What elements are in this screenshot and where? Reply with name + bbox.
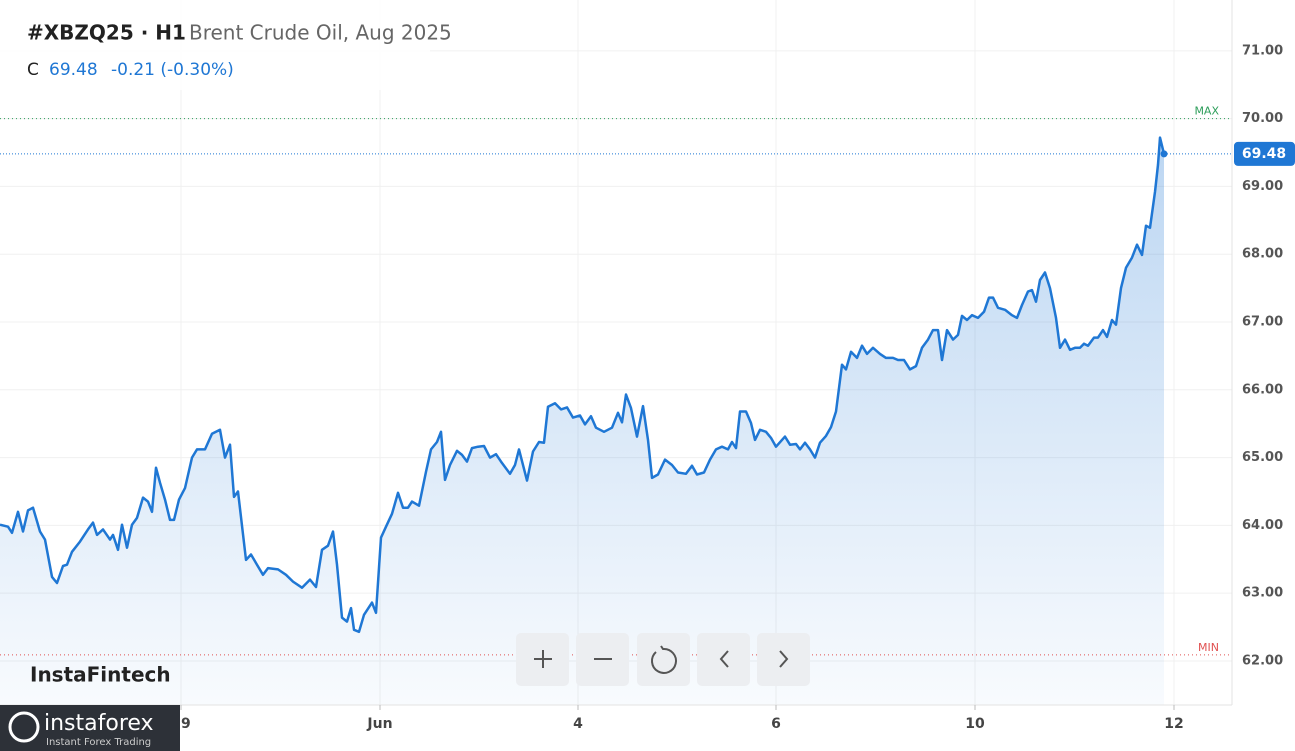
axes: 62.00 63.00 64.00 65.00 66.00 67.00 68.00 69.00… bbox=[171, 43, 1295, 732]
logo-tagline: Instant Forex Trading bbox=[46, 737, 151, 748]
min-label: MIN bbox=[1198, 641, 1219, 654]
price-badge bbox=[1234, 141, 1295, 166]
close-price: 69.48 bbox=[49, 60, 98, 80]
button-icons bbox=[534, 645, 789, 674]
x-tick-label: 6 bbox=[771, 716, 781, 732]
price-line bbox=[0, 136, 1166, 634]
y-tick-label: 62.00 bbox=[1242, 653, 1283, 668]
y-tick-label: 65.00 bbox=[1242, 450, 1283, 465]
symbol: #XBZQ25 · H1 bbox=[27, 21, 186, 45]
y-tick-label: 71.00 bbox=[1242, 43, 1283, 58]
close-prefix: C bbox=[27, 60, 39, 80]
y-tick-label: 67.00 bbox=[1242, 314, 1283, 329]
x-tick-label: 4 bbox=[573, 716, 583, 732]
y-tick-label: 66.00 bbox=[1242, 382, 1283, 397]
x-tick-label: 10 bbox=[965, 716, 985, 732]
x-tick-label: Jun bbox=[366, 716, 392, 732]
header-bg bbox=[0, 0, 430, 90]
plot bbox=[0, 118, 1232, 706]
zoom-controls bbox=[516, 633, 810, 686]
watermark: InstaFintech bbox=[30, 663, 171, 687]
scroll-left-button[interactable] bbox=[697, 633, 750, 686]
scroll-right-button[interactable] bbox=[757, 633, 810, 686]
logo: instaforex bbox=[44, 711, 154, 736]
price-change: -0.21 (-0.30%) bbox=[111, 60, 234, 80]
y-tick-label: 69.00 bbox=[1242, 179, 1283, 194]
logo-icon bbox=[8, 711, 40, 743]
x-tick-label: 12 bbox=[1164, 716, 1183, 732]
reset-button[interactable] bbox=[637, 633, 690, 686]
instrument-name: Brent Crude Oil, Aug 2025 bbox=[189, 21, 452, 45]
max-label: MAX bbox=[1194, 105, 1219, 118]
y-tick-label: 63.00 bbox=[1242, 586, 1283, 601]
last-point bbox=[1160, 150, 1168, 158]
price-badge-label: 69.48 bbox=[1242, 146, 1286, 162]
y-tick-label: 70.00 bbox=[1242, 111, 1283, 126]
y-tick-label: 64.00 bbox=[1242, 518, 1283, 533]
y-tick-label: 68.00 bbox=[1242, 247, 1283, 262]
logo-bg bbox=[0, 705, 180, 751]
